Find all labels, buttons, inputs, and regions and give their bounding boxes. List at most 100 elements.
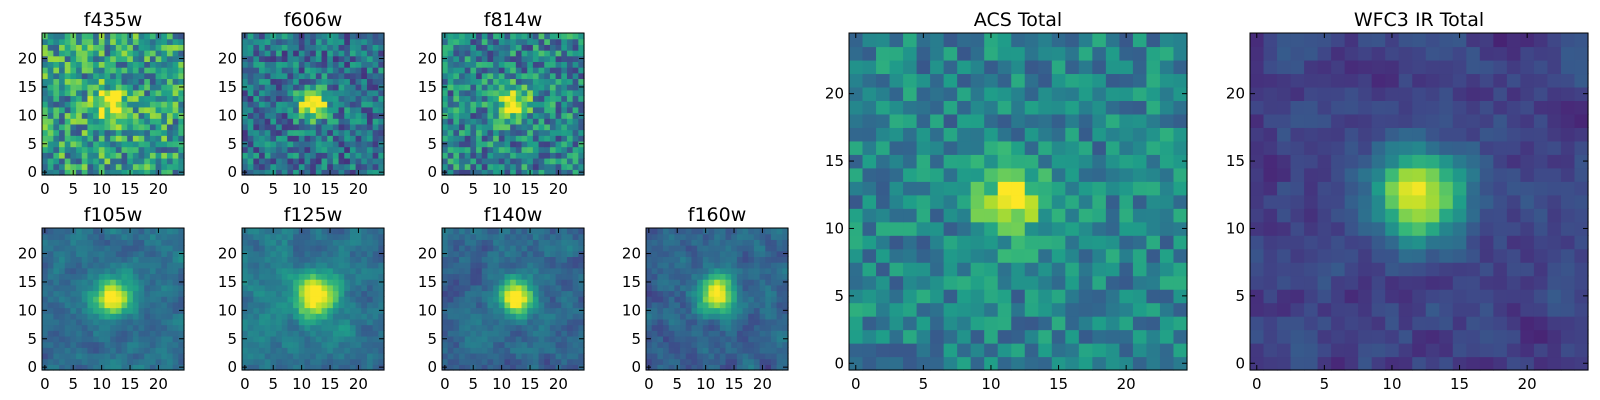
heatmap-cell <box>361 33 368 40</box>
heatmap-cell <box>247 313 254 320</box>
heatmap-cell <box>315 330 323 337</box>
heatmap-cell <box>149 157 157 165</box>
heatmap-cell <box>287 135 294 142</box>
heatmap-cell <box>504 101 511 108</box>
heatmap-cell <box>532 250 540 257</box>
heatmap-cell <box>782 256 789 263</box>
heatmap-cell <box>281 112 289 119</box>
heatmap-cell <box>697 245 704 252</box>
heatmap-cell <box>310 233 317 240</box>
heatmap-cell <box>53 324 60 331</box>
heatmap-cell <box>487 55 494 62</box>
heatmap-cell <box>138 135 145 142</box>
heatmap-cell <box>1146 181 1161 196</box>
heatmap-cell <box>172 279 179 286</box>
heatmap-cell <box>459 106 466 114</box>
heatmap-cell <box>281 169 289 176</box>
heatmap-cell <box>442 89 449 97</box>
heatmap-cell <box>47 89 54 97</box>
heatmap-cell <box>668 228 675 235</box>
heatmap-cell <box>504 55 511 62</box>
heatmap-cell <box>646 313 653 320</box>
heatmap-cell <box>64 284 71 292</box>
heatmap-cell <box>155 61 162 68</box>
heatmap-cell <box>663 296 670 303</box>
heatmap-cell <box>76 267 83 275</box>
heatmap-cell <box>149 89 157 97</box>
heatmap-cell <box>470 245 477 252</box>
heatmap-cell <box>378 38 385 45</box>
heatmap-cell <box>64 239 71 246</box>
heatmap-cell <box>538 239 545 246</box>
heatmap-cell <box>247 256 254 263</box>
heatmap-cell <box>304 135 311 142</box>
heatmap-cell <box>366 239 374 246</box>
heatmap-cell <box>47 72 54 80</box>
heatmap-cell <box>532 273 540 280</box>
heatmap-cell <box>121 152 128 159</box>
heatmap-cell <box>702 279 710 286</box>
heatmap-cell <box>849 181 864 196</box>
heatmap-cell <box>510 135 517 142</box>
heatmap-cell <box>287 313 294 320</box>
heatmap-cell <box>149 324 157 331</box>
heatmap-cell <box>1146 262 1161 277</box>
heatmap-cell <box>166 95 174 102</box>
heatmap-cell <box>161 89 168 97</box>
heatmap-cell <box>572 290 579 297</box>
heatmap-cell <box>447 157 454 165</box>
heatmap-cell <box>453 135 460 142</box>
heatmap-cell <box>753 341 761 348</box>
heatmap-cell <box>532 364 540 371</box>
heatmap-cell <box>87 129 94 136</box>
heatmap-cell <box>532 301 540 309</box>
heatmap-cell <box>259 123 266 131</box>
heatmap-cell <box>349 152 357 159</box>
heatmap-cell <box>144 347 151 354</box>
heatmap-cell <box>442 262 449 269</box>
heatmap-cell <box>1105 167 1120 182</box>
heatmap-cell <box>281 140 289 148</box>
heatmap-cell <box>776 324 783 331</box>
heatmap-cell <box>87 318 94 326</box>
heatmap-cell <box>1038 235 1053 250</box>
axes-frame <box>41 32 185 176</box>
heatmap-cell <box>259 50 266 57</box>
heatmap-cell <box>327 279 334 286</box>
heatmap-cell <box>178 273 185 280</box>
heatmap-cell <box>149 330 157 337</box>
heatmap-cell <box>748 358 755 365</box>
heatmap-cell <box>753 352 761 360</box>
heatmap-cell <box>770 262 778 269</box>
heatmap-cell <box>242 95 249 102</box>
heatmap-cell <box>355 146 362 153</box>
heatmap-cell <box>916 356 931 371</box>
heatmap-cell <box>315 140 323 148</box>
heatmap-cell <box>372 67 379 74</box>
heatmap-cell <box>178 61 185 68</box>
heatmap-cell <box>498 38 506 45</box>
heatmap-cell <box>276 307 283 314</box>
heatmap-cell <box>281 61 289 68</box>
heatmap-cell <box>155 38 162 45</box>
heatmap-cell <box>685 284 693 292</box>
heatmap-cell <box>903 167 918 182</box>
heatmap-cell <box>544 146 551 153</box>
x-tick-label: 20 <box>753 375 772 393</box>
heatmap-cell <box>731 245 738 252</box>
heatmap-cell <box>657 228 664 235</box>
heatmap-cell <box>344 279 351 286</box>
heatmap-cell <box>372 267 379 275</box>
heatmap-cell <box>253 84 260 91</box>
heatmap-cell <box>270 146 277 153</box>
heatmap-cell <box>447 352 454 360</box>
heatmap-cell <box>172 152 179 159</box>
heatmap-cell <box>149 352 157 360</box>
y-tick-label: 5 <box>427 330 437 348</box>
heatmap-cell <box>315 296 323 303</box>
heatmap-cell <box>132 250 140 257</box>
heatmap-cell <box>1092 181 1107 196</box>
heatmap-cell <box>149 163 157 170</box>
heatmap-cell <box>115 301 123 309</box>
heatmap-cell <box>372 352 379 360</box>
